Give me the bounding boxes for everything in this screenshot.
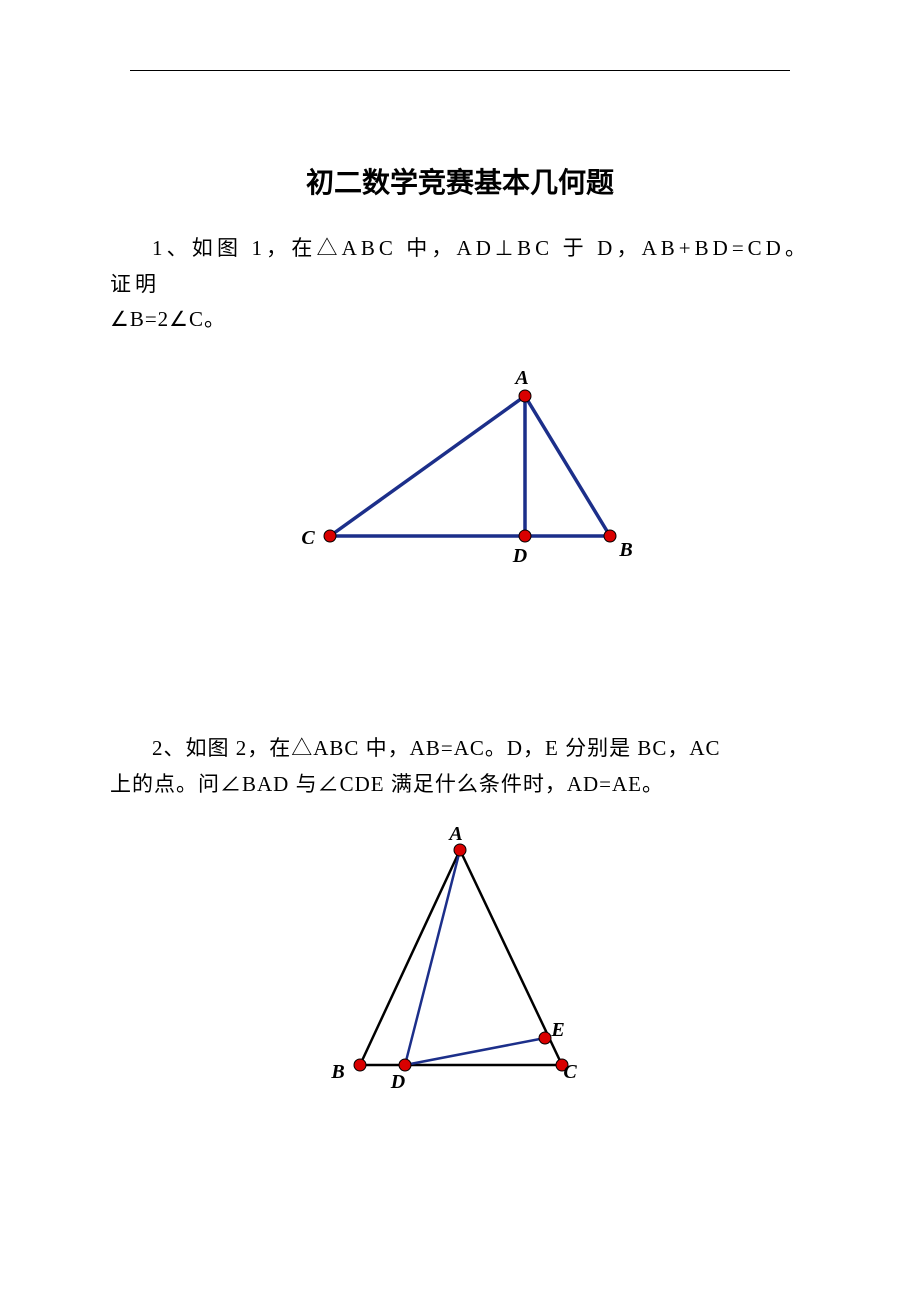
svg-text:B: B <box>330 1061 344 1083</box>
spacer <box>110 601 810 731</box>
svg-text:A: A <box>447 823 462 845</box>
svg-text:D: D <box>390 1071 405 1093</box>
figure-2: A B C D E <box>310 820 610 1100</box>
problem-2-line-1: 2、如图 2，在△ABC 中，AB=AC。D，E 分别是 BC，AC <box>110 731 810 767</box>
svg-text:E: E <box>550 1019 564 1041</box>
page-title: 初二数学竞赛基本几何题 <box>110 161 810 201</box>
svg-text:A: A <box>513 367 528 389</box>
svg-text:C: C <box>563 1061 577 1083</box>
top-rule <box>130 70 790 71</box>
problem-1-line-2: ∠B=2∠C。 <box>110 302 810 338</box>
svg-text:C: C <box>301 527 315 549</box>
problem-2-line-2: 上的点。问∠BAD 与∠CDE 满足什么条件时，AD=AE。 <box>110 767 810 803</box>
figure-1-wrap: A B C D <box>110 356 810 591</box>
problem-1-line-1: 1、如图 1，在△ABC 中，AD⊥BC 于 D，AB+BD=CD。证明 <box>110 231 810 302</box>
figure-1: A B C D <box>280 356 640 586</box>
svg-text:B: B <box>618 539 632 561</box>
svg-text:D: D <box>512 545 527 567</box>
figure-2-wrap: A B C D E <box>110 820 810 1105</box>
